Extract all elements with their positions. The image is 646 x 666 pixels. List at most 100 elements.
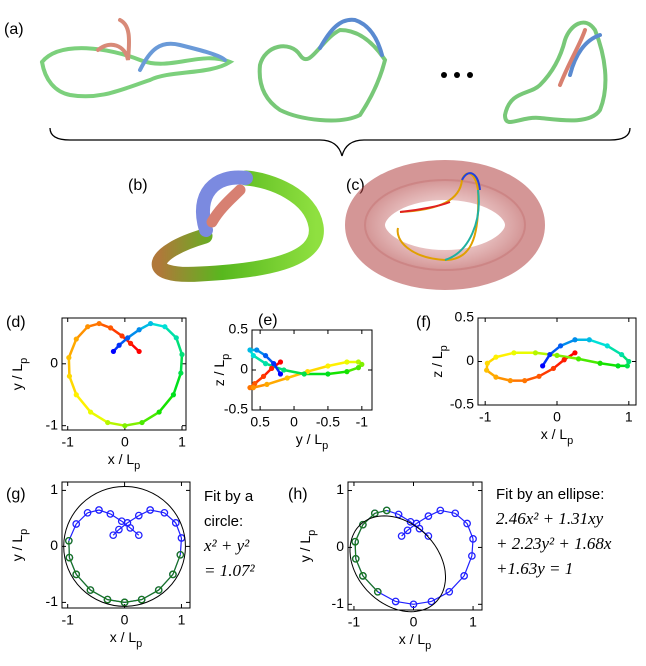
curve-segment <box>398 513 411 523</box>
y-tick-label: 1 <box>50 481 58 497</box>
x-tick-label: -1 <box>61 434 74 450</box>
fit-text: +1.63y = 1 <box>496 559 573 578</box>
data-point <box>264 381 270 387</box>
x-axis-label-sub: p <box>567 435 573 447</box>
x-tick-label: 0 <box>553 409 561 425</box>
y-tick-label: 0 <box>50 354 58 370</box>
curve-segment <box>266 376 288 386</box>
data-point <box>136 348 142 355</box>
curve-segment <box>75 512 89 525</box>
curve-segment <box>428 509 441 517</box>
data-point <box>66 355 72 361</box>
y-axis-label-sub: p <box>220 354 232 360</box>
y-tick-label: 0 <box>336 538 344 554</box>
data-point <box>85 324 91 330</box>
y-axis-label: z / Lp <box>429 345 450 378</box>
data-point <box>624 363 630 369</box>
x-tick-label: -1 <box>61 612 74 628</box>
data-point <box>507 378 513 384</box>
data-point <box>269 365 275 371</box>
data-point <box>397 532 406 540</box>
y-tick-label: -1 <box>46 593 59 609</box>
data-point <box>626 358 632 365</box>
data-point <box>382 506 391 515</box>
data-point <box>119 333 125 339</box>
data-point <box>106 510 115 518</box>
data-point <box>171 519 180 527</box>
panel-label: (g) <box>6 486 26 503</box>
y-axis-label-main: y / L <box>9 364 25 391</box>
data-point <box>260 373 267 379</box>
data-point <box>325 363 331 369</box>
data-point <box>344 359 350 365</box>
panel-label: (e) <box>258 312 278 329</box>
curve-segment <box>164 512 177 524</box>
data-point <box>281 367 287 373</box>
data-point <box>355 365 362 371</box>
data-point <box>359 361 365 367</box>
curve-segment <box>454 512 468 524</box>
x-tick-label: -1 <box>356 414 369 430</box>
fit-text: 2.46x² + 1.31xy <box>496 509 604 528</box>
data-point <box>176 550 185 559</box>
fit-circle <box>63 485 186 607</box>
curve-segment <box>112 529 120 536</box>
data-point <box>252 381 258 387</box>
data-point <box>262 353 269 359</box>
x-axis-label-sub: p <box>322 440 328 452</box>
data-point <box>64 536 73 545</box>
data-point <box>96 320 102 327</box>
curve-segment <box>158 393 175 413</box>
curve-segment <box>98 509 111 515</box>
curve-segment <box>599 362 619 368</box>
data-point <box>105 419 111 426</box>
x-tick-label: 1 <box>625 409 633 425</box>
data-point <box>147 320 154 327</box>
data-point <box>522 378 528 384</box>
data-point <box>120 598 129 607</box>
y-axis-label: y / Lp <box>297 530 318 563</box>
data-point <box>95 506 103 514</box>
curve-segment <box>606 344 623 356</box>
y-tick-label: 0 <box>466 352 474 368</box>
x-axis-label: x / Lp <box>541 426 574 447</box>
plot-area <box>61 317 187 431</box>
data-point <box>284 375 290 381</box>
trajectory-renders <box>40 17 608 124</box>
data-point <box>247 347 253 353</box>
data-point <box>351 537 359 546</box>
data-point <box>178 370 184 376</box>
knot-render <box>151 170 324 282</box>
data-point <box>83 508 92 517</box>
x-tick-label: 0.5 <box>250 414 270 430</box>
data-point <box>469 535 477 543</box>
curve-segment <box>407 523 417 531</box>
curve-segment <box>401 529 408 537</box>
y-axis-label-sub: p <box>18 358 30 364</box>
data-point <box>468 552 476 560</box>
data-point <box>65 553 74 562</box>
y-axis-label: y / Lp <box>9 358 30 391</box>
data-point <box>250 385 256 391</box>
ellipsis-dots <box>441 72 473 78</box>
data-point <box>493 354 499 360</box>
y-axis-label-sub: p <box>18 529 30 535</box>
curve-segment <box>138 509 151 517</box>
plot-area <box>247 329 373 411</box>
x-tick-label: -1 <box>348 614 361 630</box>
data-point <box>173 335 179 341</box>
data-point <box>460 572 468 580</box>
data-point <box>550 365 557 372</box>
data-point <box>72 520 81 528</box>
x-axis-label: x / Lp <box>110 629 143 650</box>
y-axis-label-main: z / L <box>211 360 227 387</box>
data-point <box>427 597 436 606</box>
curve-segment <box>179 354 184 374</box>
data-point <box>547 351 553 358</box>
data-point <box>137 595 146 604</box>
data-point <box>116 342 122 348</box>
x-axis-label-main: x / L <box>110 629 137 645</box>
brace <box>49 127 631 157</box>
x-tick-label: 0 <box>290 414 298 430</box>
